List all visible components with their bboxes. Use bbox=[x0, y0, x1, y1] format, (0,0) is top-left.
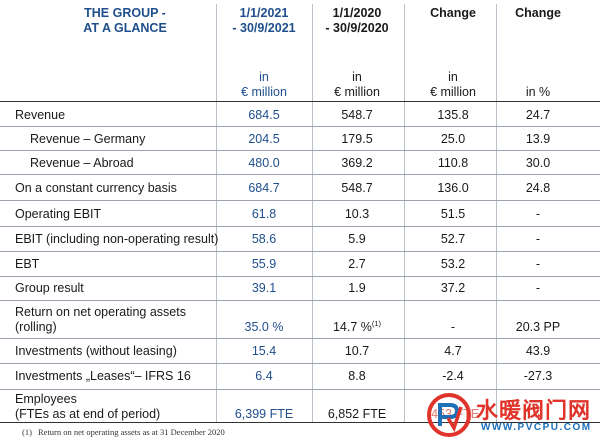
row-label: Operating EBIT bbox=[15, 207, 102, 221]
value-current: 204.5 bbox=[248, 132, 280, 146]
header-divider bbox=[0, 101, 600, 102]
value-prior: 6,852 FTE bbox=[327, 407, 387, 421]
column-divider bbox=[404, 4, 405, 422]
value-prior: 8.8 bbox=[348, 369, 366, 383]
unit-change-pct: in % bbox=[525, 85, 551, 99]
value-change: 53.2 bbox=[440, 257, 466, 271]
value-current: 6,399 FTE bbox=[234, 407, 294, 421]
column-divider bbox=[216, 4, 217, 422]
value-prior: 10.3 bbox=[344, 207, 370, 221]
table-row: Revenue – Abroad 480.0 369.2 110.8 30.0 bbox=[0, 151, 600, 175]
value-current: 684.7 bbox=[248, 181, 280, 195]
value-prior: 548.7 bbox=[341, 181, 373, 195]
row-label: Group result bbox=[15, 281, 84, 295]
value-change: -2.4 bbox=[442, 369, 464, 383]
table-row: EBIT (including non-operating result) 58… bbox=[0, 227, 600, 252]
watermark-text: 水暖阀门网 bbox=[476, 398, 592, 423]
row-label: On a constant currency basis bbox=[15, 181, 177, 195]
value-change-pct: 30.0 bbox=[525, 156, 551, 170]
value-prior: 548.7 bbox=[341, 108, 373, 122]
value-current: 61.8 bbox=[251, 207, 277, 221]
value-current: 480.0 bbox=[248, 156, 280, 170]
footnote-mark: (1) bbox=[22, 427, 32, 437]
row-label: Return on net operating assets (rolling) bbox=[15, 305, 186, 334]
watermark-url: WWW.PVCPU.COM bbox=[481, 422, 592, 433]
value-prior-with-note: 14.7 %(1) bbox=[316, 320, 398, 335]
value-prior: 10.7 bbox=[344, 344, 370, 358]
footnote-text: Return on net operating assets as at 31 … bbox=[38, 427, 225, 437]
column-divider bbox=[496, 4, 497, 422]
unit-prior-period: in € million bbox=[334, 70, 380, 99]
value-change: 52.7 bbox=[440, 232, 466, 246]
value-prior: 2.7 bbox=[348, 257, 366, 271]
table-row: EBT 55.9 2.7 53.2 - bbox=[0, 252, 600, 277]
value-prior: 5.9 bbox=[348, 232, 366, 246]
row-label: Employees (FTEs as at end of period) bbox=[15, 392, 161, 421]
table-row: Operating EBIT 61.8 10.3 51.5 - bbox=[0, 201, 600, 227]
column-divider bbox=[312, 4, 313, 422]
value-change-pct: -27.3 bbox=[523, 369, 553, 383]
row-label: Investments (without leasing) bbox=[15, 344, 177, 358]
value-current: 39.1 bbox=[251, 281, 277, 295]
value-current: 55.9 bbox=[251, 257, 277, 271]
value-change: 4.7 bbox=[444, 344, 462, 358]
value-change-pct: - bbox=[535, 232, 541, 246]
table-row: Investments (without leasing) 15.4 10.7 … bbox=[0, 339, 600, 364]
value-change-pct: 20.3 PP bbox=[515, 320, 561, 334]
unit-change-abs: in € million bbox=[430, 70, 476, 99]
table-row: Revenue 684.5 548.7 135.8 24.7 bbox=[0, 103, 600, 127]
value-prior: 179.5 bbox=[341, 132, 373, 146]
header-prior-period: 1/1/2020 - 30/9/2020 bbox=[325, 6, 389, 35]
value-change-pct: 24.8 bbox=[525, 181, 551, 195]
header-current-period: 1/1/2021 - 30/9/2021 bbox=[232, 6, 296, 35]
value-current: 15.4 bbox=[251, 344, 277, 358]
table-row: On a constant currency basis 684.7 548.7… bbox=[0, 175, 600, 201]
table-row: Return on net operating assets (rolling)… bbox=[0, 301, 600, 339]
table-row: Revenue – Germany 204.5 179.5 25.0 13.9 bbox=[0, 127, 600, 151]
value-prior: 14.7 % bbox=[332, 320, 372, 334]
table-row: Investments „Leases“– IFRS 16 6.4 8.8 -2… bbox=[0, 364, 600, 390]
row-label: EBT bbox=[15, 257, 40, 271]
value-current: 35.0 % bbox=[244, 320, 284, 334]
value-change-pct: 13.9 bbox=[525, 132, 551, 146]
value-current: 58.6 bbox=[251, 232, 277, 246]
value-change: 37.2 bbox=[440, 281, 466, 295]
table-title: THE GROUP - AT A GLANCE bbox=[83, 6, 167, 35]
value-change: 25.0 bbox=[440, 132, 466, 146]
unit-current-period: in € million bbox=[241, 70, 287, 99]
table-row: Group result 39.1 1.9 37.2 - bbox=[0, 277, 600, 301]
value-change: 136.0 bbox=[437, 181, 469, 195]
pv-logo-icon bbox=[427, 393, 471, 437]
row-label: Revenue bbox=[15, 108, 66, 122]
value-current: 684.5 bbox=[248, 108, 280, 122]
value-change-pct: 24.7 bbox=[525, 108, 551, 122]
value-change-pct: - bbox=[535, 207, 541, 221]
value-prior: 1.9 bbox=[348, 281, 366, 295]
header-change-pct: Change bbox=[515, 6, 561, 20]
value-change: 51.5 bbox=[440, 207, 466, 221]
header-change-abs: Change bbox=[430, 6, 476, 20]
value-change-pct: 43.9 bbox=[525, 344, 551, 358]
value-change-pct: - bbox=[535, 281, 541, 295]
value-current: 6.4 bbox=[255, 369, 273, 383]
value-change-pct: - bbox=[535, 257, 541, 271]
row-label: Revenue – Abroad bbox=[30, 156, 134, 170]
row-label: Investments „Leases“– IFRS 16 bbox=[15, 369, 191, 383]
value-change: - bbox=[450, 320, 456, 334]
value-change: 110.8 bbox=[437, 156, 469, 170]
row-label: Revenue – Germany bbox=[30, 132, 146, 146]
value-change: 135.8 bbox=[437, 108, 469, 122]
table-row: Employees (FTEs as at end of period) 6,3… bbox=[0, 390, 600, 423]
value-prior: 369.2 bbox=[341, 156, 373, 170]
row-label: EBIT (including non-operating result) bbox=[15, 232, 219, 246]
footnote-marker: (1) bbox=[371, 318, 382, 328]
